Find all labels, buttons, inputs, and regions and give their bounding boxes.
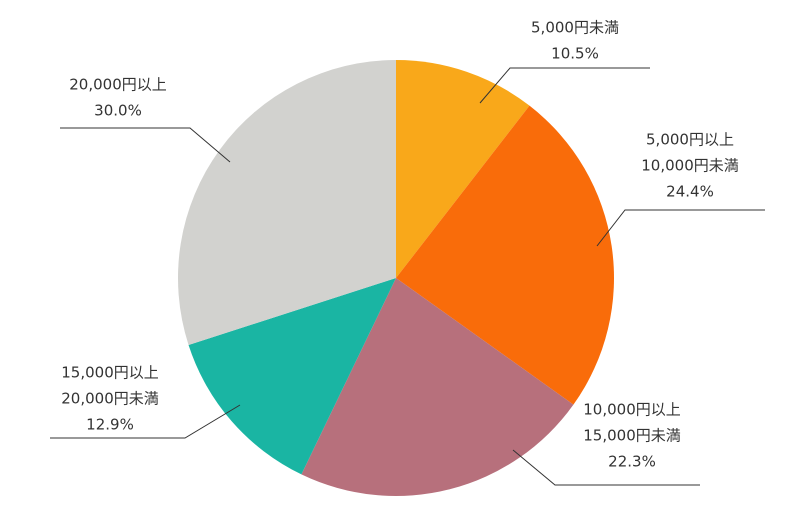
value-label: 12.9% (86, 416, 134, 434)
value-label: 24.4% (666, 183, 714, 201)
value-label: 22.3% (608, 453, 656, 471)
pie-slice (178, 60, 396, 345)
slice-label: 10,000円以上 (583, 401, 681, 419)
slice-label: 10,000円未満 (641, 157, 739, 175)
pie-slice (396, 60, 530, 278)
slice-label: 5,000円未満 (531, 19, 619, 37)
slice-label: 15,000円未満 (583, 427, 681, 445)
pie-slice (396, 105, 614, 405)
leader-line (60, 127, 231, 163)
pie-slice (188, 278, 396, 475)
slice-label: 15,000円以上 (61, 364, 159, 382)
value-label: 30.0% (94, 102, 142, 120)
pie-slice (301, 278, 574, 497)
slice-label: 20,000円以上 (69, 76, 167, 94)
slice-label: 5,000円以上 (646, 131, 734, 149)
leader-line (512, 449, 700, 486)
leader-line (50, 404, 241, 439)
slice-label: 20,000円未満 (61, 390, 159, 408)
leader-line (479, 67, 650, 104)
leader-line (596, 209, 765, 247)
value-label: 10.5% (551, 45, 599, 63)
